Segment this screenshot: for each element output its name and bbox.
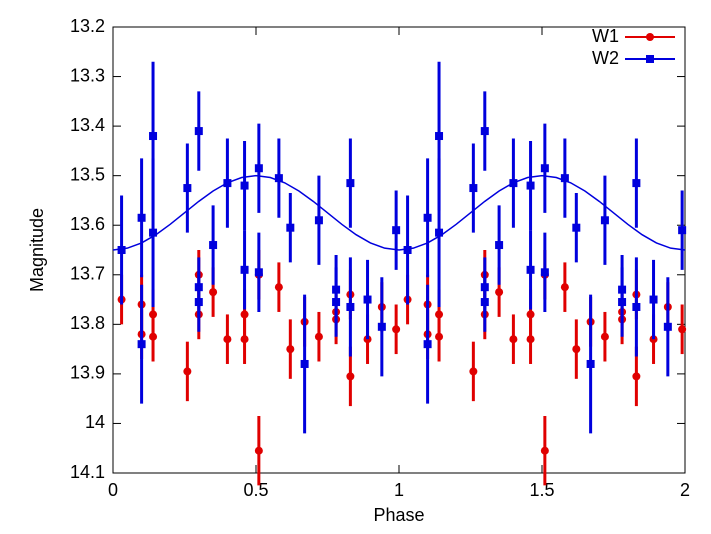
- y-tick-label: 13.6: [70, 214, 105, 234]
- data-point: [572, 223, 581, 232]
- data-point: [286, 223, 295, 232]
- x-tick-label: 1.5: [529, 480, 554, 500]
- y-tick-label: 13.3: [70, 65, 105, 85]
- data-point: [526, 181, 535, 190]
- data-point: [632, 302, 641, 311]
- data-point: [540, 446, 549, 455]
- y-axis-label: Magnitude: [27, 208, 47, 292]
- data-point: [137, 213, 146, 222]
- data-point: [377, 322, 386, 331]
- data-point: [649, 295, 658, 304]
- model-curve: [112, 174, 686, 251]
- data-point: [618, 298, 627, 307]
- data-point: [435, 228, 444, 237]
- data-point: [526, 265, 535, 274]
- y-tick-label: 13.7: [70, 264, 105, 284]
- data-point: [240, 181, 249, 190]
- data-point: [392, 226, 401, 235]
- data-point: [223, 335, 232, 344]
- x-tick-label: 2: [680, 480, 690, 500]
- data-point: [392, 325, 401, 334]
- data-point: [469, 367, 478, 376]
- y-tick-label: 13.8: [70, 313, 105, 333]
- data-point: [240, 335, 249, 344]
- data-point: [254, 268, 263, 277]
- data-point: [332, 298, 341, 307]
- data-point: [540, 164, 549, 173]
- data-point: [274, 283, 283, 292]
- data-point: [572, 345, 581, 354]
- data-point: [469, 184, 478, 193]
- y-tick-label: 13.9: [70, 363, 105, 383]
- data-point: [346, 179, 355, 188]
- x-tick-label: 0.5: [243, 480, 268, 500]
- data-point: [480, 298, 489, 307]
- legend-label: W2: [592, 48, 619, 68]
- data-point: [678, 226, 687, 235]
- data-point: [209, 288, 218, 297]
- data-point: [560, 174, 569, 183]
- data-point: [403, 246, 412, 254]
- data-point: [600, 332, 609, 341]
- data-point: [363, 295, 372, 304]
- data-point: [209, 241, 218, 250]
- y-tick-label: 13.5: [70, 164, 105, 184]
- data-point: [346, 372, 355, 381]
- legend-marker: [646, 33, 654, 41]
- data-point: [223, 179, 232, 188]
- data-point: [240, 265, 249, 274]
- data-point: [149, 332, 158, 341]
- data-point: [509, 179, 518, 188]
- data-point: [526, 335, 535, 344]
- y-tick-label: 13.2: [70, 16, 105, 36]
- data-point: [480, 127, 489, 136]
- data-point: [183, 184, 192, 193]
- data-point: [346, 302, 355, 311]
- data-point: [632, 372, 641, 381]
- data-point: [600, 216, 609, 225]
- data-point: [149, 228, 158, 237]
- data-point: [509, 335, 518, 344]
- data-point: [435, 132, 444, 141]
- data-point: [286, 345, 295, 354]
- data-point: [678, 325, 687, 334]
- data-point: [117, 246, 126, 254]
- data-point: [137, 340, 146, 349]
- data-point: [254, 164, 263, 173]
- data-point: [254, 446, 263, 455]
- y-tick-label: 14: [85, 412, 105, 432]
- data-point: [560, 283, 569, 292]
- data-point: [423, 340, 432, 349]
- data-point: [274, 174, 283, 183]
- data-point: [435, 332, 444, 341]
- x-tick-label: 1: [394, 480, 404, 500]
- x-axis-label: Phase: [373, 505, 424, 525]
- data-point: [314, 332, 323, 341]
- data-point: [183, 367, 192, 376]
- data-point: [540, 268, 549, 277]
- x-tick-label: 0: [108, 480, 118, 500]
- data-point: [149, 132, 158, 141]
- data-point: [300, 359, 309, 368]
- y-tick-label: 14.1: [70, 462, 105, 482]
- data-point: [423, 213, 432, 222]
- data-point: [586, 359, 595, 368]
- data-point: [495, 288, 504, 297]
- data-point: [314, 216, 323, 225]
- data-point: [632, 179, 641, 188]
- legend-label: W1: [592, 26, 619, 46]
- data-point: [194, 298, 203, 307]
- data-point: [495, 241, 504, 250]
- data-point: [194, 127, 203, 136]
- legend-marker: [646, 55, 654, 63]
- data-point: [663, 322, 672, 331]
- y-tick-label: 13.4: [70, 115, 105, 135]
